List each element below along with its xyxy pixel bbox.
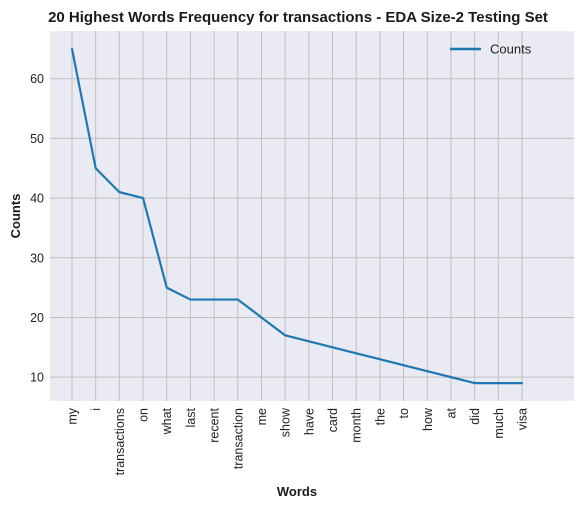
x-tick-label: much [492, 408, 506, 439]
x-gridlines [71, 31, 523, 401]
plot-area [50, 31, 574, 401]
x-tick-labels: my i transactions on what last recent transacti… [66, 407, 530, 475]
y-tick-label: 20 [30, 311, 44, 325]
x-tick-label: card [326, 408, 340, 432]
series-layer [70, 47, 524, 385]
y-tick-label: 50 [30, 132, 44, 146]
x-tick-label: show [279, 407, 293, 437]
legend: Counts [450, 42, 532, 57]
legend-label-counts: Counts [490, 42, 532, 57]
y-tick-labels: 10 20 30 40 50 60 [30, 72, 44, 384]
x-tick-label: my [66, 407, 80, 424]
x-tick-label: transactions [113, 408, 127, 475]
series-line-counts [70, 47, 524, 385]
x-tick-label: i [89, 408, 103, 411]
y-tick-label: 10 [30, 371, 44, 385]
x-tick-label: transaction [231, 408, 245, 469]
x-tick-label: last [184, 407, 198, 427]
x-tick-label: recent [208, 407, 222, 442]
y-tick-label: 60 [30, 72, 44, 86]
x-tick-label: me [255, 408, 269, 425]
y-gridlines [50, 78, 574, 378]
y-tick-label: 40 [30, 192, 44, 206]
x-tick-label: how [421, 407, 435, 431]
x-tick-label: to [397, 408, 411, 418]
x-tick-label: the [373, 408, 387, 425]
x-tick-label: month [350, 408, 364, 443]
x-tick-label: did [468, 408, 482, 425]
y-tick-label: 30 [30, 251, 44, 265]
x-tick-label: on [137, 408, 151, 422]
chart-title: 20 Highest Words Frequency for transacti… [48, 9, 548, 26]
x-tick-label: what [160, 407, 174, 435]
y-axis-label: Counts [8, 194, 23, 239]
x-tick-label: have [302, 408, 316, 435]
x-axis-label: Words [277, 484, 317, 499]
x-tick-label: visa [516, 408, 530, 430]
x-tick-label: at [444, 407, 458, 418]
